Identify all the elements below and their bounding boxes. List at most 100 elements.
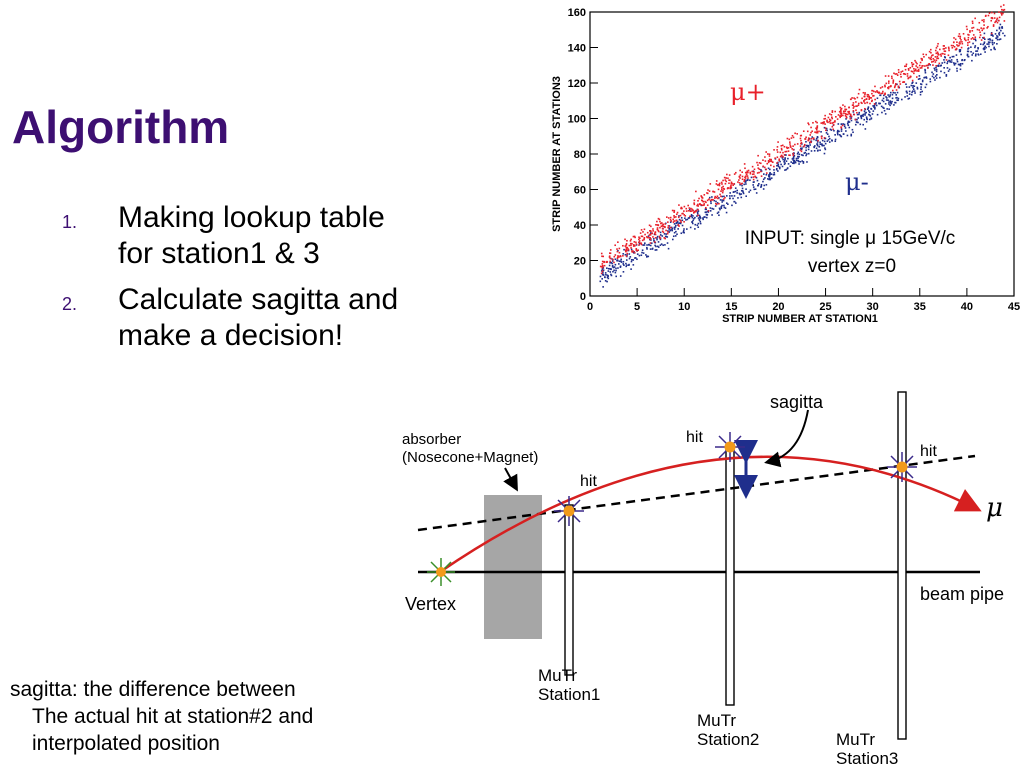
mu-minus-point <box>619 275 622 277</box>
mu-plus-point <box>758 168 761 171</box>
mu-minus-point <box>995 37 998 39</box>
mu-minus-point <box>743 183 745 186</box>
mu-plus-point <box>910 70 913 73</box>
mu-plus-point <box>634 236 636 239</box>
mu-minus-point <box>721 204 723 207</box>
y-tick-label: 20 <box>574 256 586 268</box>
mu-plus-point <box>839 115 842 117</box>
mu-minus-point <box>802 162 805 164</box>
mu-minus-point <box>715 200 717 203</box>
mu-minus-point <box>697 226 700 228</box>
mu-minus-point <box>798 155 800 158</box>
mu-plus-point <box>1002 9 1005 11</box>
mu-plus-point <box>706 192 709 195</box>
mu-minus-point <box>611 262 613 265</box>
mu-minus-point <box>857 117 860 119</box>
mu-minus-point <box>616 259 618 262</box>
mu-plus-point <box>923 56 925 58</box>
mu-minus-point <box>792 155 795 158</box>
mu-plus-point <box>721 188 723 191</box>
mu-minus-point <box>994 48 996 51</box>
mu-plus-point <box>804 138 807 140</box>
mu-plus-point <box>718 184 721 187</box>
mu-plus-point <box>654 233 657 236</box>
mu-plus-point <box>943 50 946 52</box>
mu-plus-point <box>614 254 617 256</box>
mu-plus-point <box>906 75 909 77</box>
mu-minus-point <box>988 43 990 45</box>
mu-minus-point <box>959 64 962 67</box>
mu-minus-point <box>755 192 758 194</box>
mu-plus-point <box>959 37 962 40</box>
x-tick-label: 40 <box>961 301 973 313</box>
mu-minus-point <box>757 184 760 187</box>
mu-minus-point <box>614 271 617 274</box>
mu-minus-point <box>891 97 894 100</box>
mu-plus-point <box>894 83 897 86</box>
mu-plus-point <box>794 132 796 135</box>
mu-minus-point <box>996 36 999 38</box>
mu-plus-point <box>632 235 635 238</box>
mu-plus-point <box>978 36 981 39</box>
mu-minus-point <box>762 180 764 183</box>
mu-plus-point <box>625 249 627 252</box>
mu-plus-point <box>900 71 903 73</box>
mu-minus-point <box>948 59 950 62</box>
mu-minus-point <box>716 212 719 215</box>
mu-minus-point <box>868 114 871 116</box>
mu-minus-point <box>935 77 938 79</box>
mu-plus-point <box>617 256 619 259</box>
mu-minus-point <box>620 258 622 261</box>
mu-minus-point <box>940 64 942 67</box>
mu-minus-point <box>996 38 999 41</box>
mu-minus-point <box>864 128 867 130</box>
mu-minus-point <box>697 217 700 219</box>
mu-plus-point <box>683 210 685 212</box>
mu-plus-point <box>642 231 644 233</box>
mu-plus-point <box>934 56 937 58</box>
mu-plus-point <box>783 154 786 156</box>
mu-minus-point <box>634 257 636 259</box>
mu-plus-point <box>747 169 750 172</box>
mu-plus-point <box>888 80 890 83</box>
mu-minus-point <box>673 231 676 234</box>
mu-plus-point <box>790 137 793 139</box>
mu-plus-point <box>914 59 916 62</box>
mu-plus-point <box>718 202 720 205</box>
y-tick-label: 160 <box>568 7 586 19</box>
mu-minus-point <box>723 195 725 198</box>
mu-plus-point <box>947 46 950 49</box>
mu-plus-point <box>657 230 660 233</box>
mu-minus-point <box>921 90 924 93</box>
mu-plus-point <box>669 226 672 229</box>
mu-minus-point <box>602 272 604 274</box>
mu-plus-point <box>916 70 918 72</box>
mu-plus-point <box>786 147 789 150</box>
mu-minus-point <box>694 223 697 226</box>
mu-plus-point <box>626 246 629 249</box>
mu-plus-point <box>837 114 840 116</box>
mu-minus-point <box>950 61 953 63</box>
mu-plus-point <box>842 104 844 106</box>
mu-plus-point <box>626 239 628 242</box>
mu-plus-point <box>816 125 819 127</box>
y-tick-label: 0 <box>580 291 586 303</box>
mu-minus-point <box>787 157 789 160</box>
mu-minus-point <box>954 62 957 65</box>
mu-minus-point <box>890 102 893 105</box>
mu-minus-point <box>837 123 840 125</box>
mu-minus-point <box>770 173 773 175</box>
bullet-number: 1. <box>62 212 78 232</box>
mu-plus-point <box>618 256 620 258</box>
mu-plus-point <box>907 69 910 71</box>
mu-minus-point <box>760 183 763 186</box>
mu-plus-point <box>959 42 961 45</box>
mu-plus-point <box>732 184 734 187</box>
mu-minus-point <box>998 32 1000 35</box>
mu-plus-label: μ+ <box>730 78 766 106</box>
mu-minus-point <box>993 42 996 44</box>
mu-minus-point <box>931 75 934 78</box>
mu-plus-point <box>871 99 873 102</box>
mu-plus-point <box>697 200 699 202</box>
mu-plus-point <box>789 143 791 145</box>
